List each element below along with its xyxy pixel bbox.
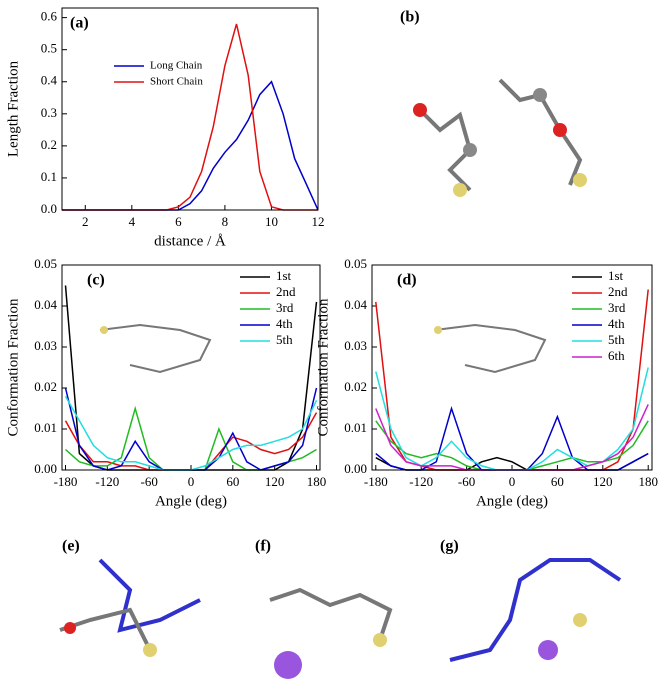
y-tick-label: 0.01 (344, 420, 367, 435)
x-axis-label: distance / Å (154, 233, 226, 249)
x-tick-label: 4 (129, 214, 136, 229)
panel-label: (c) (87, 272, 105, 289)
y-tick-label: 0.3 (41, 105, 57, 120)
panel-label: (e) (62, 538, 80, 555)
y-tick-label: 0.0 (41, 201, 57, 216)
series-line (375, 404, 649, 471)
panel-label: (b) (400, 9, 420, 26)
x-tick-label: 8 (222, 214, 229, 229)
y-tick-label: 0.04 (34, 297, 57, 312)
x-tick-label: -60 (458, 474, 475, 489)
x-tick-label: -180 (54, 474, 78, 489)
y-tick-label: 0.01 (34, 420, 57, 435)
y-tick-label: 0.02 (344, 379, 367, 394)
x-tick-label: 180 (307, 474, 327, 489)
panel-label: (g) (440, 538, 459, 555)
x-tick-label: 180 (638, 474, 658, 489)
y-tick-label: 0.05 (34, 256, 57, 271)
x-tick-label: -120 (409, 474, 433, 489)
x-tick-label: 2 (82, 214, 89, 229)
legend-label: 5th (608, 332, 625, 347)
y-tick-label: 0.03 (344, 338, 367, 353)
y-axis-label: Conformation Fraction (315, 298, 331, 436)
legend-label: Long Chain (150, 60, 203, 72)
molecule-g (449, 558, 622, 662)
y-tick-label: 0.6 (41, 9, 58, 24)
legend-label: 5th (276, 332, 293, 347)
x-tick-label: 10 (265, 214, 278, 229)
molecule-f (269, 587, 393, 679)
series-line (62, 80, 319, 211)
y-tick-label: 0.4 (41, 73, 58, 88)
x-tick-label: -180 (364, 474, 388, 489)
molecule-b (413, 78, 587, 197)
x-tick-label: 0 (509, 474, 516, 489)
x-axis-label: Angle (deg) (476, 493, 548, 509)
x-tick-label: 60 (551, 474, 564, 489)
y-tick-label: 0.5 (41, 41, 57, 56)
plot-frame (61, 7, 319, 211)
x-tick-label: 6 (175, 214, 182, 229)
series-line (64, 412, 318, 471)
y-axis-label: Length Fraction (5, 60, 21, 157)
series-line (64, 387, 318, 471)
x-tick-label: 60 (226, 474, 239, 489)
y-tick-label: 0.02 (34, 379, 57, 394)
legend-label: 3rd (608, 300, 626, 315)
legend-label: 2nd (276, 284, 296, 299)
panel-label: (a) (70, 15, 89, 32)
molecule-images (59, 78, 622, 679)
legend-label: 4th (608, 316, 625, 331)
legend-label: 1st (276, 268, 292, 283)
y-tick-label: 0.00 (34, 461, 57, 476)
series-line (375, 367, 649, 471)
legend-label: 4th (276, 316, 293, 331)
molecule-e (59, 558, 201, 657)
series-line (64, 395, 318, 471)
y-tick-label: 0.00 (344, 461, 367, 476)
inset-molecule-d (434, 323, 547, 374)
y-tick-label: 0.1 (41, 169, 57, 184)
inset-molecule-c (99, 323, 212, 374)
y-axis-label: Conformation Fraction (5, 298, 21, 436)
legend-label: 6th (608, 348, 625, 363)
legend-label: 1st (608, 268, 624, 283)
legend-label: Short Chain (150, 76, 203, 88)
y-tick-label: 0.05 (344, 256, 367, 271)
plot-frame (371, 264, 653, 471)
legend-label: 3rd (276, 300, 294, 315)
x-tick-label: 0 (188, 474, 195, 489)
y-tick-label: 0.04 (344, 297, 367, 312)
y-tick-label: 0.2 (41, 137, 57, 152)
y-tick-label: 0.03 (34, 338, 57, 353)
panel-label: (f) (255, 538, 271, 555)
series-line (65, 405, 317, 471)
x-tick-label: 120 (265, 474, 285, 489)
legend-label: 2nd (608, 284, 628, 299)
x-tick-label: -120 (95, 474, 119, 489)
x-tick-label: 120 (593, 474, 613, 489)
panel-label: (d) (397, 272, 417, 289)
x-tick-label: 12 (312, 214, 325, 229)
plot-frame (61, 264, 321, 471)
x-axis-label: Angle (deg) (155, 493, 227, 509)
x-tick-label: -60 (140, 474, 157, 489)
series-line (62, 23, 318, 211)
